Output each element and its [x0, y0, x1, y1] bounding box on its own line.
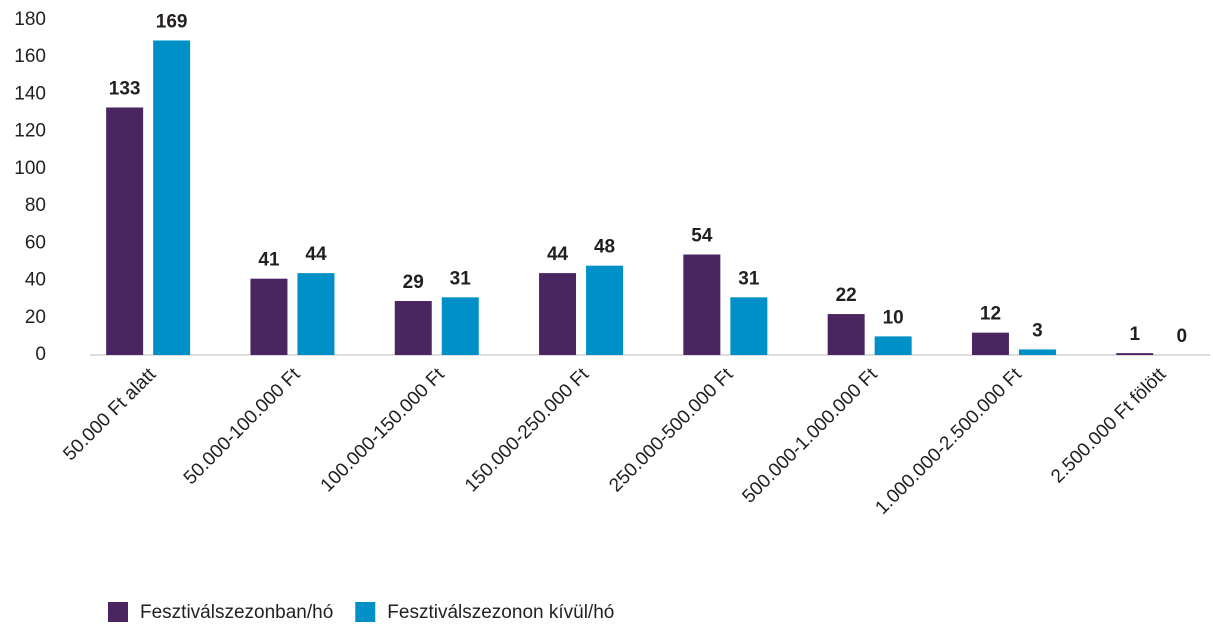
x-tick-label: 150.000-250.000 Ft [461, 364, 594, 497]
bar [250, 278, 288, 355]
value-label: 29 [403, 272, 424, 293]
value-label: 44 [305, 244, 327, 265]
bar [586, 265, 624, 355]
x-tick-label: 50.000 Ft alatt [59, 364, 160, 465]
value-label: 54 [691, 226, 713, 247]
y-tick-label: 140 [14, 83, 46, 104]
y-tick-label: 20 [25, 307, 46, 328]
bar [730, 297, 768, 355]
y-tick-label: 100 [14, 158, 46, 179]
value-label: 12 [980, 304, 1001, 325]
bar [874, 336, 912, 355]
value-label: 22 [836, 285, 857, 306]
y-tick-label: 40 [25, 270, 46, 291]
y-tick-label: 120 [14, 121, 46, 142]
x-tick-label: 1.000.000-2.500.000 Ft [871, 364, 1026, 519]
value-label: 44 [547, 244, 569, 265]
legend-swatch [108, 602, 128, 622]
x-tick-label: 2.500.000 Ft fölött [1047, 364, 1171, 488]
y-tick-label: 180 [14, 9, 46, 30]
y-tick-label: 80 [25, 195, 46, 216]
value-label: 41 [258, 250, 280, 271]
bar [1018, 349, 1056, 355]
x-tick-label: 100.000-150.000 Ft [317, 364, 450, 497]
bar [297, 273, 335, 355]
x-tick-label: 50.000-100.000 Ft [180, 364, 305, 489]
value-label: 31 [450, 268, 472, 289]
x-tick-label: 250.000-500.000 Ft [605, 364, 738, 497]
value-label: 169 [156, 11, 188, 32]
legend-label: Fesztiválszezonban/hó [140, 602, 333, 623]
legend-label: Fesztiválszezonon kívül/hó [387, 602, 614, 623]
bar [539, 273, 577, 355]
value-label: 133 [109, 78, 141, 99]
bar [106, 107, 144, 355]
bar [441, 297, 479, 355]
bar [153, 40, 191, 355]
y-tick-label: 60 [25, 232, 46, 253]
bar [827, 314, 865, 355]
bar [683, 254, 721, 355]
legend-swatch [355, 602, 376, 622]
y-tick-label: 0 [35, 344, 46, 365]
y-tick-label: 160 [14, 46, 46, 67]
value-label: 1 [1129, 324, 1140, 345]
value-label: 48 [594, 237, 615, 258]
bar [394, 301, 432, 355]
value-label: 3 [1032, 320, 1043, 341]
x-tick-label: 500.000-1.000.000 Ft [738, 364, 882, 508]
bar [1116, 353, 1154, 355]
bar [971, 332, 1009, 355]
value-label: 31 [738, 268, 760, 289]
value-label: 10 [883, 307, 904, 328]
value-label: 0 [1176, 326, 1187, 347]
